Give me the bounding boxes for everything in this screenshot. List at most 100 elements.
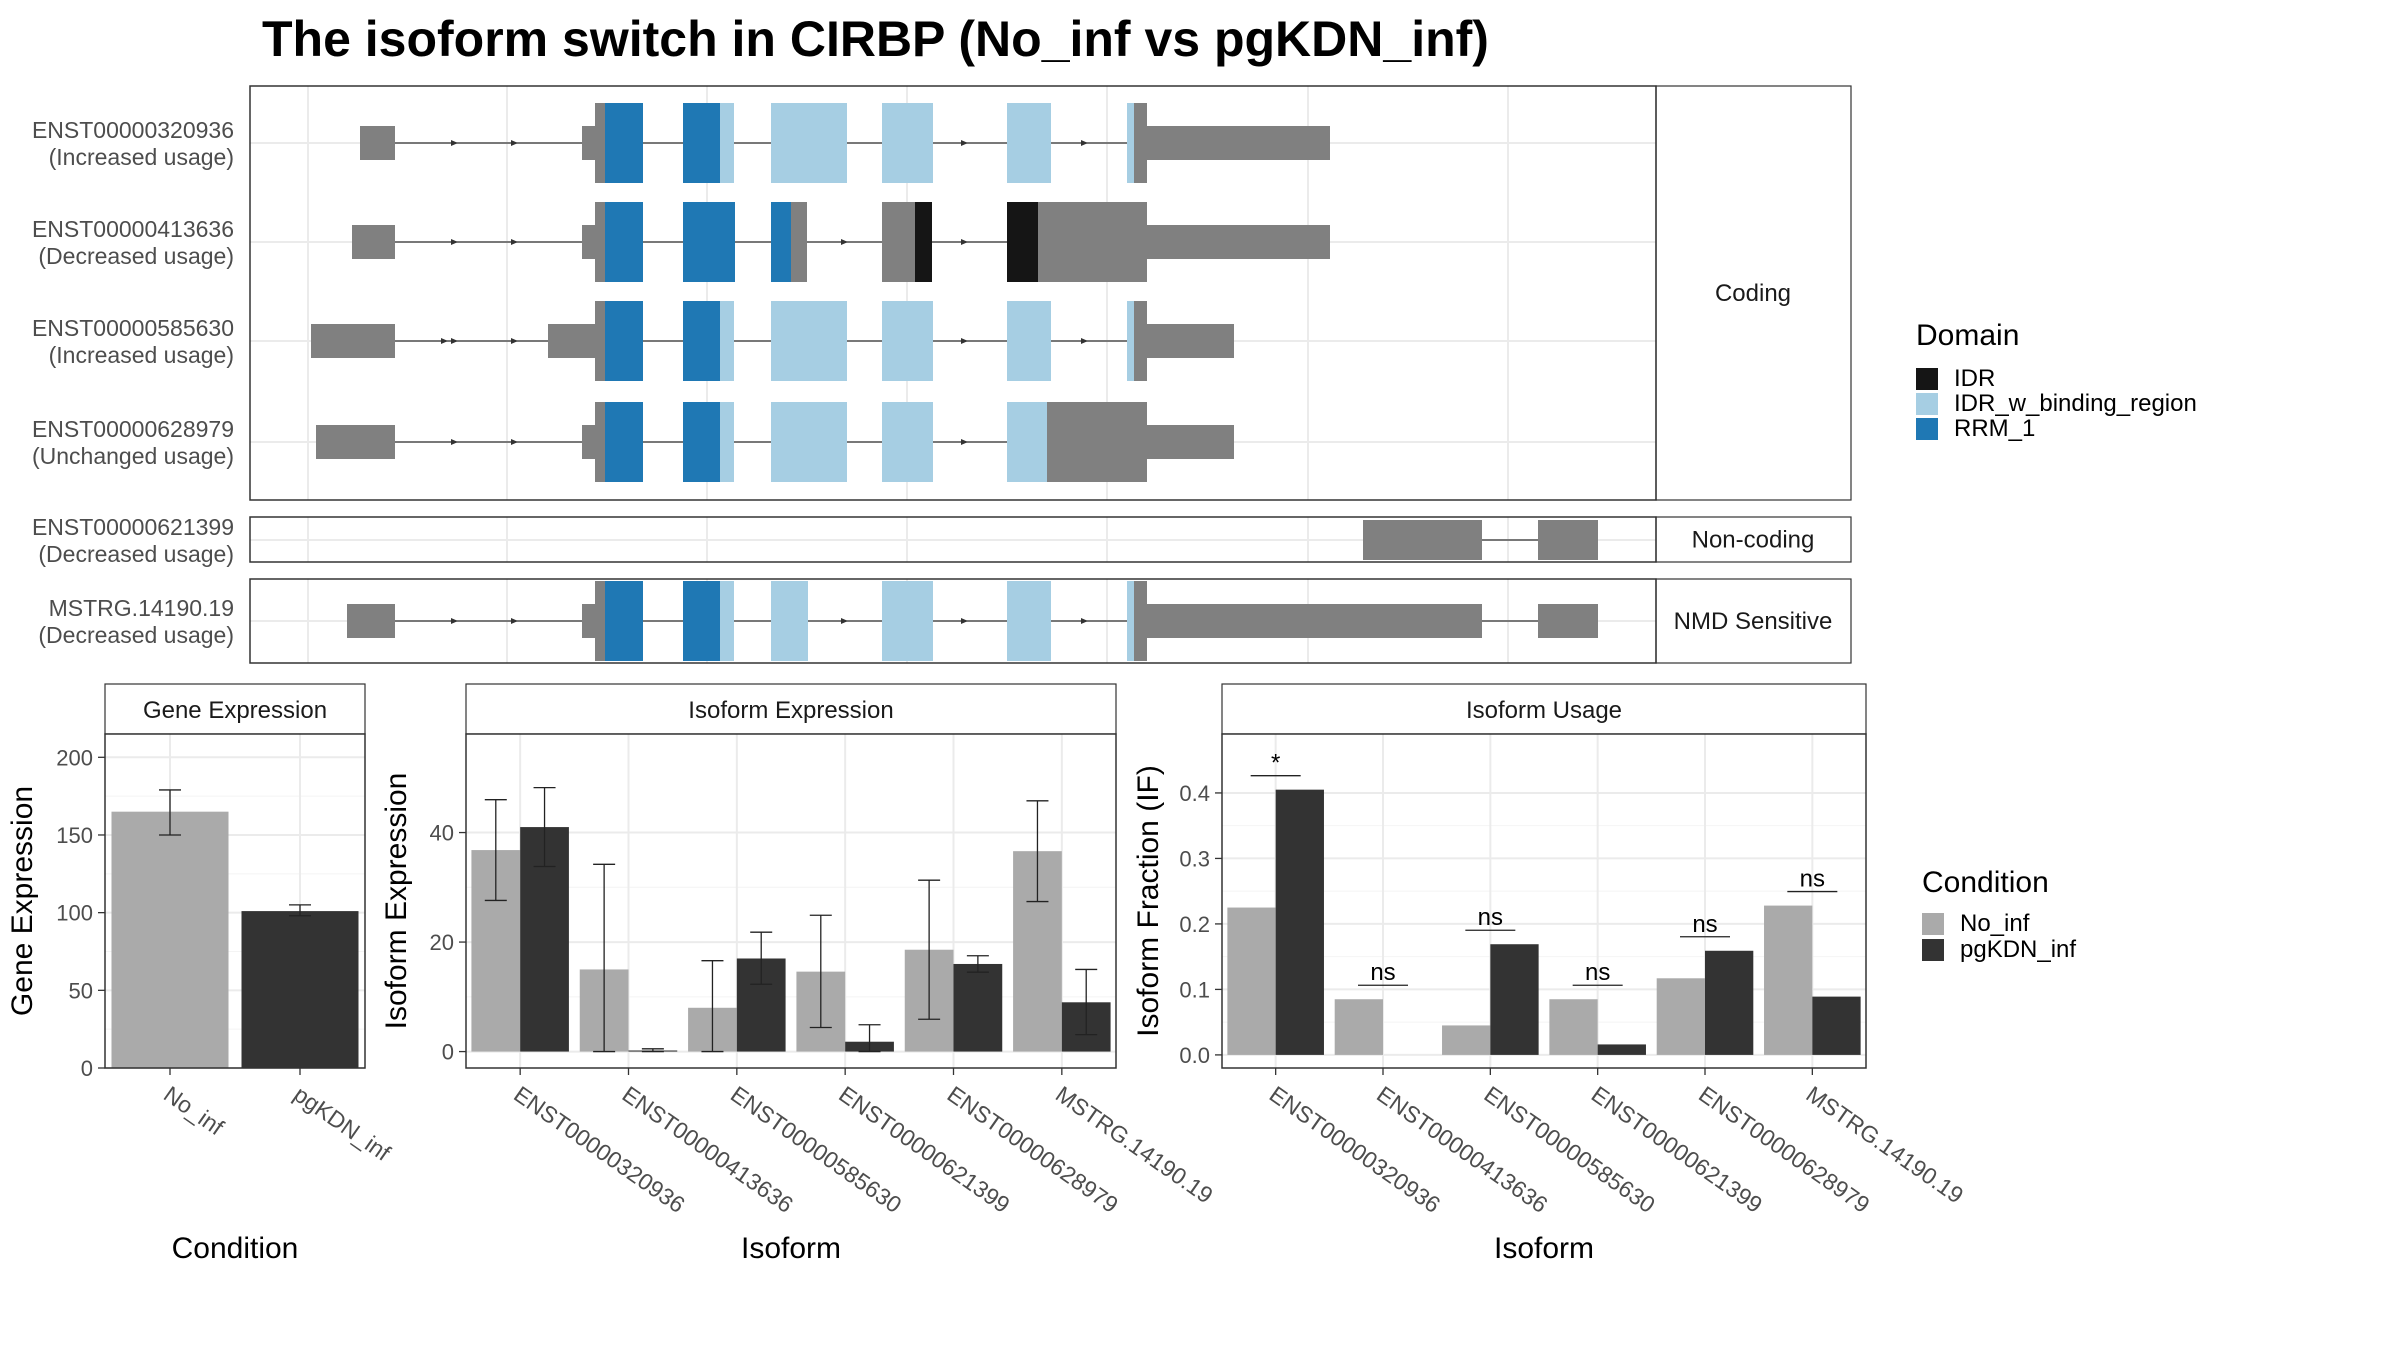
significance-label: * (1271, 750, 1280, 777)
bar (111, 811, 229, 1068)
exon-utr-cds (548, 301, 605, 381)
x-tick-label: ENST00000320936 (1265, 1081, 1445, 1218)
exon-block (683, 581, 720, 661)
bar (1227, 907, 1276, 1055)
legend-title: Condition (1922, 866, 2049, 899)
intron-arrow (961, 439, 968, 445)
bar (1656, 978, 1705, 1055)
exon-block (1147, 604, 1482, 638)
bar (1764, 905, 1813, 1055)
intron-arrow (961, 239, 968, 245)
exon-utr-cds (582, 202, 605, 282)
x-tick-label: ENST00000413636 (1372, 1081, 1552, 1218)
isoform-id-label: ENST00000628979 (32, 416, 234, 442)
intron-arrow (961, 140, 968, 146)
isoform-id-label: ENST00000621399 (32, 514, 234, 540)
exon-block (1007, 581, 1051, 661)
exon-block (1538, 604, 1598, 638)
exon-block (1134, 581, 1147, 661)
x-tick-label: ENST00000585630 (1479, 1081, 1659, 1218)
gene-expression-chart: Gene Expression 0 50 100 150 200 No_inf pgKDN_i… (6, 683, 396, 1265)
significance-label: ns (1370, 959, 1395, 986)
exon-block (882, 202, 915, 282)
y-tick-label: 200 (56, 745, 93, 770)
exon-block (1047, 402, 1147, 482)
exon-block (720, 301, 734, 381)
exon-block (605, 202, 643, 282)
exon-block (1147, 324, 1234, 358)
isoform-expression-chart: Isoform Expression02040ENST00000320936EN… (380, 683, 1218, 1265)
y-tick-label: 0.2 (1179, 912, 1210, 937)
exon-block (1127, 103, 1134, 183)
x-tick-label: No_inf (159, 1081, 229, 1141)
y-tick-label: 0.4 (1179, 781, 1210, 806)
bar (1442, 1025, 1491, 1055)
chart-title: Isoform Expression (688, 697, 893, 724)
bar (241, 911, 359, 1068)
y-tick-label: 150 (56, 823, 93, 848)
intron-arrow (1081, 338, 1088, 344)
y-tick-label: 100 (56, 901, 93, 926)
y-tick-label: 0 (442, 1040, 454, 1065)
significance-label: ns (1692, 911, 1717, 938)
exon-block (1147, 425, 1234, 459)
intron-arrow (961, 338, 968, 344)
bar (953, 963, 1003, 1052)
isoform-usage-chart: Isoform Usage * ns ns ns ns ns 0.0 0.1 0.2 0.3 0.4 E… (1132, 683, 1968, 1265)
chart-panel-bg (1222, 734, 1866, 1068)
intron-arrow (841, 618, 848, 624)
structure-panel-border (249, 85, 1657, 501)
exon-block (605, 301, 643, 381)
legend-title: Domain (1916, 319, 2019, 352)
y-axis-title: Isoform Fraction (IF) (1132, 765, 1165, 1037)
x-axis-title: Condition (172, 1232, 299, 1265)
figure-title: The isoform switch in CIRBP (No_inf vs p… (262, 11, 1489, 67)
structure-panel-border (249, 516, 1657, 563)
chart-title: Gene Expression (143, 697, 327, 724)
y-tick-label: 0 (81, 1056, 93, 1081)
chart-panel-bg (466, 734, 1116, 1068)
chart-panel-border (465, 733, 1117, 1069)
exon-block (720, 103, 734, 183)
chart-title: Isoform Usage (1466, 697, 1622, 724)
exon-block (882, 402, 933, 482)
isoform-id-label: ENST00000320936 (32, 117, 234, 143)
intron-arrow (451, 338, 458, 344)
bar (1549, 999, 1598, 1055)
y-tick-label: 20 (430, 930, 454, 955)
y-tick-label: 0.0 (1179, 1043, 1210, 1068)
bar (1705, 950, 1754, 1055)
legend-swatch (1922, 939, 1944, 961)
structure-panel-bg (250, 86, 1656, 500)
legend-label: RRM_1 (1954, 415, 2035, 442)
significance-label: ns (1585, 959, 1610, 986)
intron-arrow (1081, 618, 1088, 624)
exon-block (605, 103, 643, 183)
y-axis-title: Gene Expression (6, 786, 39, 1016)
chart-strip (104, 683, 366, 735)
exon-block (683, 103, 720, 183)
exon-block (360, 126, 395, 160)
intron-arrow (451, 239, 458, 245)
intron-arrow (961, 618, 968, 624)
exon-block (720, 581, 734, 661)
isoform-usage-label: (Decreased usage) (38, 243, 234, 269)
chart-panel-border (1221, 733, 1867, 1069)
x-axis-title: Isoform (741, 1232, 841, 1265)
exon-block (1127, 301, 1134, 381)
exon-block (683, 202, 735, 282)
exon-block (771, 581, 808, 661)
facet-strip-label: NMD Sensitive (1674, 608, 1833, 635)
isoform-usage-label: (Decreased usage) (38, 622, 234, 648)
intron-arrow (511, 239, 518, 245)
chart-strip (1221, 683, 1867, 735)
facet-strip (1655, 516, 1852, 563)
intron-arrow (511, 140, 518, 146)
exon-block (347, 604, 395, 638)
bar (1334, 999, 1383, 1055)
intron-arrow (451, 439, 458, 445)
exon-block (1127, 581, 1134, 661)
